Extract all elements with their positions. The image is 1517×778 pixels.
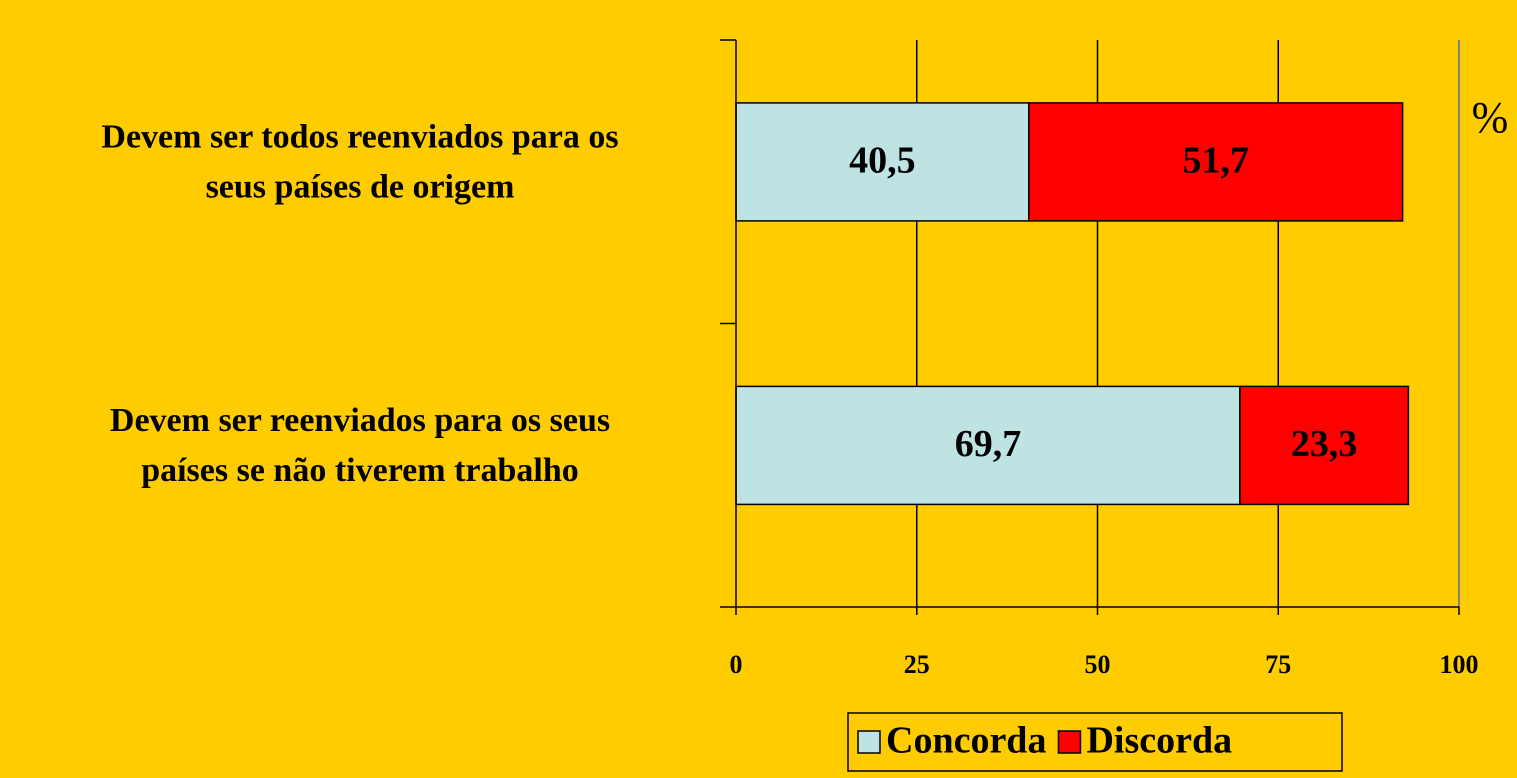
category-label: seus países de origem	[206, 169, 515, 206]
value-label: 23,3	[1291, 423, 1358, 465]
bar-segment	[735, 385, 1241, 506]
x-tick-label: 0	[730, 650, 743, 679]
legend-label: Concorda	[886, 720, 1046, 762]
bar-segment	[1239, 385, 1410, 506]
legend-box	[847, 712, 1343, 772]
category-label: países se não tiverem trabalho	[141, 452, 579, 489]
axis-unit-label: %	[1472, 93, 1509, 142]
value-label: 69,7	[955, 423, 1022, 465]
value-label: 40,5	[849, 140, 916, 182]
x-tick-label: 75	[1265, 650, 1291, 679]
legend-swatch	[857, 730, 881, 754]
value-label: 51,7	[1182, 140, 1249, 182]
bar-segment	[1028, 102, 1404, 222]
x-tick-label: 50	[1085, 650, 1111, 679]
x-tick-label: 25	[904, 650, 930, 679]
category-label: Devem ser reenviados para os seus	[110, 402, 610, 439]
category-label: Devem ser todos reenviados para os	[101, 119, 618, 156]
bar-segment	[735, 102, 1030, 222]
legend-label: Discorda	[1086, 720, 1232, 762]
legend-swatch	[1057, 730, 1082, 754]
x-tick-label: 100	[1440, 650, 1479, 679]
